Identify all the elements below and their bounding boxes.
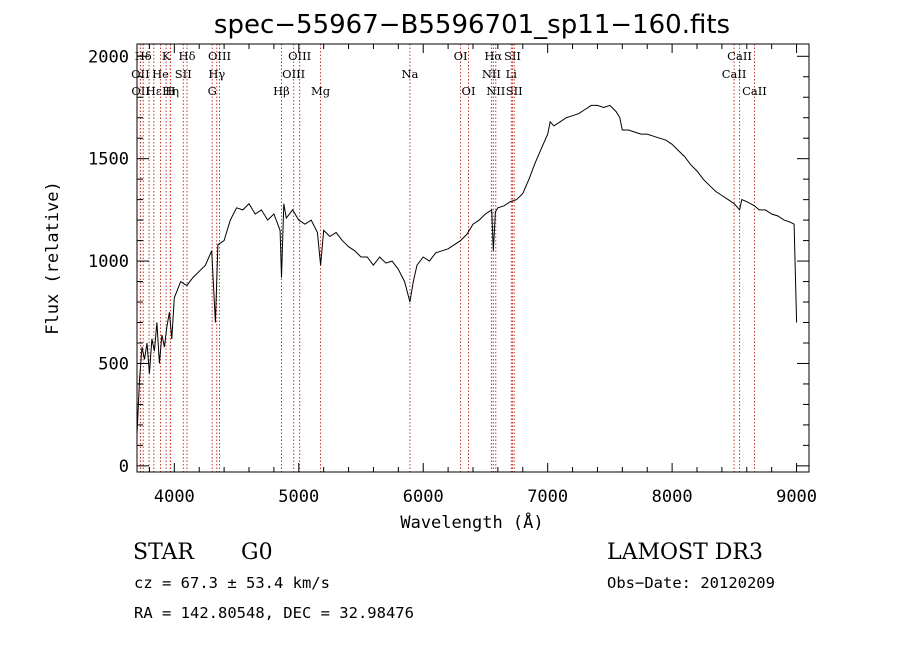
marker-label: Hη (162, 84, 179, 98)
marker-label: CaII (727, 49, 752, 63)
x-tick-label: 8000 (652, 487, 693, 507)
y-tick-label: 1000 (88, 252, 129, 272)
x-tick-label: 7000 (527, 487, 568, 507)
marker-label: OII (131, 67, 150, 81)
marker-label: CaII (722, 67, 747, 81)
marker-label: SII (175, 67, 192, 81)
marker-label: Mg (311, 84, 331, 98)
marker-label: OIII (288, 49, 311, 63)
marker-label: K (162, 49, 171, 63)
object-class: STAR (133, 540, 194, 565)
marker-label: OIII (282, 67, 305, 81)
y-tick-label: 2000 (88, 47, 129, 67)
y-axis-ticks: 0 500 1000 1500 2000 (88, 47, 809, 477)
marker-label: Li (506, 67, 518, 81)
marker-label: SII (504, 49, 521, 63)
redshift-velocity: cz = 67.3 ± 53.4 km/s (134, 574, 330, 592)
y-tick-label: 0 (119, 457, 129, 477)
marker-label: Hδ (179, 49, 196, 63)
marker-label: OI (462, 84, 476, 98)
marker-label: SII (506, 84, 523, 98)
y-tick-label: 500 (98, 354, 129, 374)
y-axis-label: Flux (relative) (43, 181, 63, 335)
marker-label: G (208, 84, 217, 98)
marker-label: NII (486, 84, 505, 98)
marker-label: OII (131, 84, 150, 98)
marker-label: Hγ (208, 67, 225, 81)
marker-label: NII (482, 67, 501, 81)
spectrum-series-line (136, 104, 798, 436)
marker-label: Hβ (273, 84, 290, 98)
x-axis-label: Wavelength (Å) (400, 511, 543, 533)
emission-line-markers (139, 44, 755, 472)
sky-coordinates: RA = 142.80548, DEC = 32.98476 (134, 604, 414, 622)
plot-frame (136, 43, 810, 473)
x-axis-ticks: 4000 5000 6000 7000 8000 9000 (148, 44, 817, 507)
object-subclass: G0 (241, 540, 273, 565)
x-tick-label: 4000 (154, 487, 195, 507)
marker-label: OI (454, 49, 468, 63)
chart-title: spec−55967−B5596701_sp11−160.fits (214, 10, 730, 40)
marker-label: OIII (208, 49, 231, 63)
y-tick-label: 1500 (88, 150, 129, 170)
marker-label: H (165, 84, 175, 98)
survey-name: LAMOST DR3 (607, 540, 763, 565)
x-tick-label: 5000 (278, 487, 319, 507)
marker-label: Na (401, 67, 418, 81)
marker-label: Hα (484, 49, 502, 63)
marker-label: He (152, 67, 169, 81)
x-tick-label: 6000 (403, 487, 444, 507)
marker-label: Hε (146, 84, 162, 98)
x-tick-label: 9000 (776, 487, 817, 507)
marker-label: CaII (742, 84, 767, 98)
observation-date: Obs−Date: 20120209 (607, 574, 775, 592)
